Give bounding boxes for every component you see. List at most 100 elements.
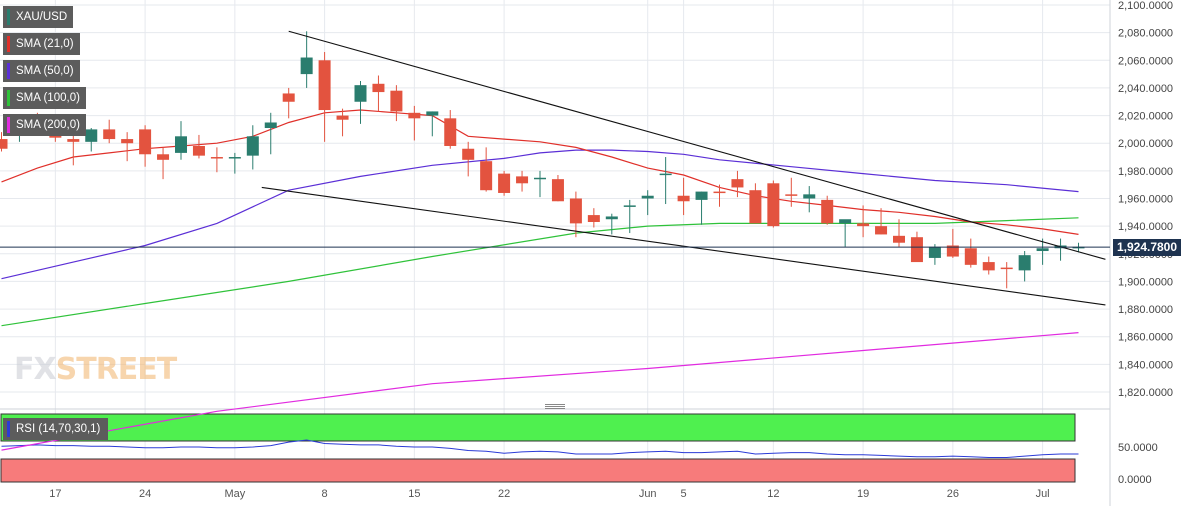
sma-200-line — [1, 332, 1079, 451]
candle-body — [157, 154, 170, 160]
candle — [803, 186, 816, 213]
candle — [480, 147, 493, 192]
fxstreet-watermark: FXSTREET — [14, 352, 177, 387]
candle — [103, 119, 116, 144]
y-tick-label: 1,860.0000 — [1118, 332, 1173, 344]
x-tick-label: 17 — [49, 488, 61, 500]
x-tick-label: Jul — [1036, 488, 1050, 500]
candle — [67, 130, 80, 166]
candle-body — [857, 223, 870, 227]
candle-body — [192, 145, 205, 156]
candle-body — [946, 245, 959, 257]
candle — [749, 183, 762, 224]
y-tick-label: 1,840.0000 — [1118, 359, 1173, 371]
y-tick-label: 1,880.0000 — [1118, 304, 1173, 316]
candle — [210, 147, 223, 173]
candle — [282, 87, 295, 119]
candle — [1036, 238, 1049, 265]
candle-body — [587, 215, 600, 222]
candle-body — [336, 115, 349, 120]
sma-50-swatch — [7, 63, 10, 79]
y-tick-label: 1,980.0000 — [1118, 166, 1173, 178]
candle-body — [228, 157, 241, 159]
candle-body — [749, 190, 762, 224]
rsi-legend: RSI (14,70,30,1) — [3, 418, 109, 440]
candle — [641, 190, 654, 216]
candle-body — [713, 191, 726, 194]
candle — [192, 134, 205, 159]
candle-body — [534, 177, 546, 180]
sma-100-swatch — [7, 90, 10, 106]
candle — [121, 132, 134, 162]
y-tick-label: 2,060.0000 — [1118, 55, 1173, 67]
candle — [228, 152, 241, 174]
sma-200-swatch — [7, 117, 10, 133]
candle-body — [569, 198, 582, 224]
candle-body — [677, 195, 690, 202]
candle-body — [282, 93, 295, 102]
y-tick-label: 1,960.0000 — [1118, 194, 1173, 206]
candle-body — [85, 129, 98, 142]
legend-symbol-label: XAU/USD — [16, 11, 68, 23]
candle — [713, 184, 726, 207]
candle — [426, 111, 439, 137]
legend-sma-200-label: SMA (200,0) — [16, 119, 80, 131]
legend-sma-21: SMA (21,0) — [3, 33, 80, 55]
candle — [264, 112, 277, 155]
trendline-upper — [288, 30, 1106, 260]
legend-sma-21-label: SMA (21,0) — [16, 38, 74, 50]
x-tick-label: 19 — [857, 488, 869, 500]
candle-body — [839, 219, 852, 224]
candle — [982, 256, 995, 275]
x-tick-label: Jun — [639, 488, 657, 500]
candle — [372, 75, 385, 112]
rsi-legend-label: RSI (14,70,30,1) — [16, 423, 101, 435]
candle — [695, 191, 708, 225]
y-tick-label: 2,100.0000 — [1118, 0, 1173, 12]
candle-body — [767, 183, 780, 227]
rsi-tick-label: 0.0000 — [1118, 474, 1152, 486]
candle-body — [982, 262, 995, 271]
candle-body — [821, 199, 834, 224]
candle — [910, 231, 923, 263]
candle — [390, 85, 403, 122]
symbol-swatch — [7, 9, 10, 25]
candle-body — [623, 205, 636, 207]
candle-body — [910, 237, 923, 263]
candle — [551, 175, 564, 202]
candle-body — [408, 112, 421, 119]
candle — [857, 205, 870, 238]
candle-body — [605, 216, 618, 220]
candle-body — [498, 173, 511, 193]
candle — [821, 195, 834, 225]
candle-body — [731, 179, 744, 188]
y-tick-label: 2,020.0000 — [1118, 111, 1173, 123]
candle — [516, 170, 529, 192]
candle — [623, 199, 636, 234]
candle — [175, 121, 187, 160]
sma-21-swatch — [7, 36, 10, 52]
x-tick-label: May — [224, 488, 245, 500]
candle-body — [103, 129, 116, 140]
candle-body — [318, 60, 331, 111]
candle-body — [390, 90, 403, 112]
candle-body — [1036, 248, 1049, 252]
candle-body — [893, 235, 905, 243]
y-tick-label: 1,820.0000 — [1118, 387, 1173, 399]
legend-sma-200: SMA (200,0) — [3, 114, 86, 136]
legend-sma-100-label: SMA (100,0) — [16, 92, 80, 104]
pane-splitter-handle[interactable] — [545, 404, 565, 410]
candle — [1054, 238, 1067, 261]
legend-sma-50: SMA (50,0) — [3, 60, 80, 82]
rsi-swatch — [7, 421, 10, 437]
candle-body — [139, 129, 152, 155]
candle-body — [803, 194, 816, 199]
rsi-oversold-zone — [0, 458, 1076, 483]
sma-100-line — [1, 217, 1079, 327]
candle-body — [354, 85, 367, 102]
rsi-line — [1, 439, 1079, 458]
current-price-tag: 1,924.7800 — [1113, 239, 1181, 256]
x-tick-label: 26 — [947, 488, 959, 500]
candle — [893, 219, 905, 247]
